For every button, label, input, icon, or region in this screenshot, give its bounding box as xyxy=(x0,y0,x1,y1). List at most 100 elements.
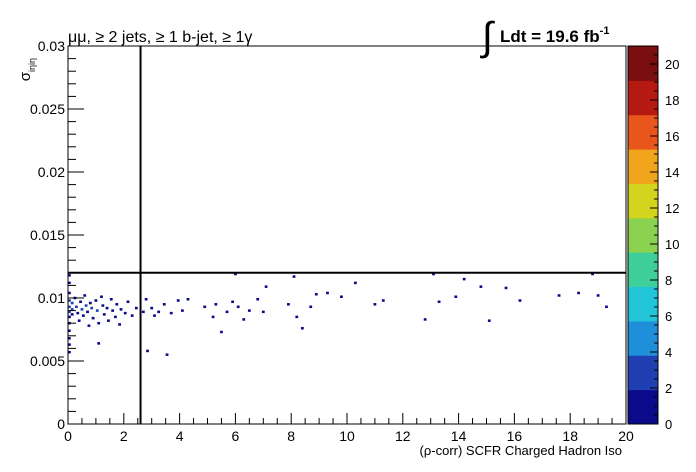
data-bin xyxy=(100,295,103,298)
y-axis-title-main: σ xyxy=(17,71,34,81)
data-bin xyxy=(169,311,173,315)
data-bin xyxy=(123,311,127,315)
data-bin xyxy=(83,294,87,297)
data-bin xyxy=(79,300,82,304)
data-bin xyxy=(115,303,119,306)
data-bin xyxy=(353,281,357,285)
data-bin xyxy=(68,310,71,314)
x-tick-label: 4 xyxy=(176,428,184,444)
data-bin xyxy=(479,285,483,288)
data-bin xyxy=(146,349,149,353)
data-bin xyxy=(144,298,148,301)
z-tick-label: 20 xyxy=(665,57,679,72)
data-bin xyxy=(102,313,106,316)
data-bin xyxy=(162,303,166,306)
z-tick-label: 12 xyxy=(665,201,679,216)
data-bin xyxy=(111,309,115,312)
data-bin xyxy=(68,299,71,302)
data-bin xyxy=(126,300,130,304)
data-bin xyxy=(340,295,343,298)
color-scale-segment xyxy=(628,183,658,219)
y-tick-label: 0.02 xyxy=(38,164,65,180)
data-bin xyxy=(95,309,99,312)
data-bin xyxy=(150,306,154,310)
data-bin xyxy=(68,337,71,340)
data-bin xyxy=(77,319,81,322)
color-scale-segment xyxy=(628,217,658,253)
data-bin xyxy=(309,305,313,309)
y-tick-label: 0.03 xyxy=(38,38,65,54)
z-tick-label: 10 xyxy=(665,237,679,252)
data-bin xyxy=(86,310,89,314)
data-bin xyxy=(153,314,156,317)
color-scale-segment xyxy=(628,46,658,81)
data-bin xyxy=(119,308,123,311)
data-bin xyxy=(68,329,71,333)
data-bin xyxy=(300,326,304,330)
color-scale-segment xyxy=(628,114,658,150)
data-bin xyxy=(165,353,169,356)
data-bin xyxy=(74,305,78,309)
data-bin xyxy=(487,319,491,322)
y-axis: 0 0.005 0.01 0.015 0.02 0.025 0.03 xyxy=(30,38,84,432)
data-bin xyxy=(214,303,218,306)
x-tick-label: 12 xyxy=(395,428,411,444)
data-bin xyxy=(80,308,84,311)
data-bin xyxy=(605,305,608,309)
data-bin xyxy=(141,310,145,314)
z-tick-label: 16 xyxy=(665,129,679,144)
data-bin xyxy=(157,310,161,314)
data-bin xyxy=(423,318,427,321)
data-bin xyxy=(234,272,237,276)
data-bin xyxy=(381,299,385,302)
data-bin xyxy=(68,305,71,309)
data-bin xyxy=(557,294,561,297)
data-bin xyxy=(97,342,101,345)
y-tick-label: 0.015 xyxy=(30,227,65,243)
data-bin xyxy=(134,306,138,310)
data-bin xyxy=(437,300,441,304)
color-scale-segment xyxy=(628,389,658,425)
data-bin xyxy=(97,321,101,325)
data-bin xyxy=(105,306,109,310)
data-bin xyxy=(107,319,110,322)
data-bin xyxy=(462,277,466,281)
data-bin xyxy=(118,323,122,326)
data-bin xyxy=(432,272,435,276)
data-bin xyxy=(70,313,74,316)
data-bin xyxy=(220,330,223,334)
data-bin xyxy=(373,303,377,306)
data-bin xyxy=(186,298,190,301)
luminosity-label: Ldt = 19.6 fb-1 xyxy=(500,25,609,46)
x-tick-label: 2 xyxy=(120,428,128,444)
data-bin xyxy=(577,291,580,295)
x-tick-label: 0 xyxy=(64,428,72,444)
data-bin xyxy=(236,305,240,309)
x-tick-label: 18 xyxy=(562,428,578,444)
data-bin xyxy=(70,301,74,305)
color-scale-segment xyxy=(628,252,658,288)
data-bin xyxy=(68,281,71,285)
x-axis: 0 2 4 6 8 10 12 14 16 18 20 xyxy=(64,413,634,444)
data-bin xyxy=(94,299,98,302)
data-bin xyxy=(81,314,85,317)
z-tick-label: 8 xyxy=(665,273,672,288)
data-bin xyxy=(68,291,71,295)
data-bin xyxy=(84,304,88,307)
data-bin xyxy=(76,311,80,315)
x-axis-title: (ρ-corr) SCFR Charged Hadron Iso xyxy=(420,443,622,458)
data-bin xyxy=(109,298,113,301)
data-bin xyxy=(90,306,94,310)
data-bin xyxy=(101,304,105,307)
data-bin xyxy=(203,305,207,309)
x-tick-label: 10 xyxy=(339,428,355,444)
y-tick-label: 0.01 xyxy=(38,290,65,306)
color-scale: 0 2 4 6 8 10 12 14 16 18 20 xyxy=(627,45,679,432)
data-bin xyxy=(504,286,508,290)
x-tick-label: 8 xyxy=(287,428,295,444)
color-scale-segment xyxy=(628,355,658,391)
data-bin xyxy=(287,303,290,306)
x-tick-label: 20 xyxy=(618,428,634,444)
data-bin xyxy=(225,310,229,314)
